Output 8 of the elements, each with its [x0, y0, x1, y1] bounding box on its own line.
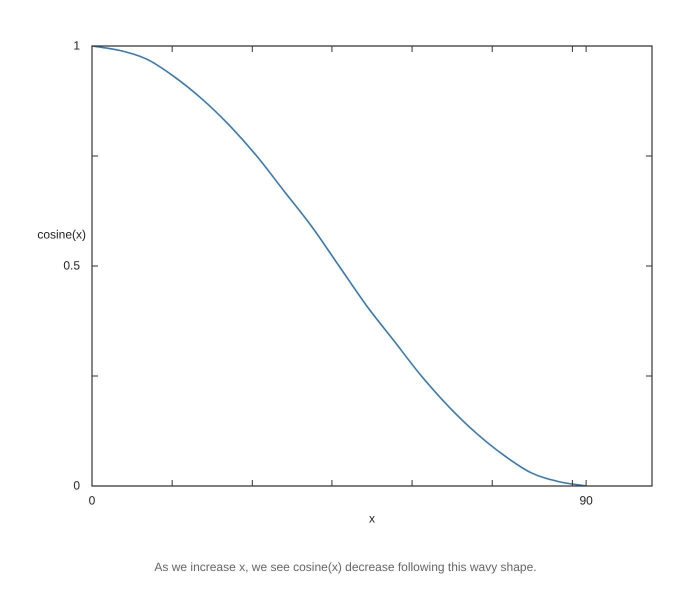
y-tick-label: 0	[73, 478, 80, 492]
y-tick-label: 0.5	[63, 258, 80, 272]
y-axis-title: cosine(x)	[37, 228, 86, 242]
x-tick-label: 90	[579, 494, 594, 508]
y-tick-label: 1	[73, 38, 80, 52]
text: As we increase x, we see cosine(x) decrease following this wavy shape.	[153, 560, 538, 574]
x-axis-title: x	[369, 511, 375, 526]
line-series	[92, 46, 587, 486]
